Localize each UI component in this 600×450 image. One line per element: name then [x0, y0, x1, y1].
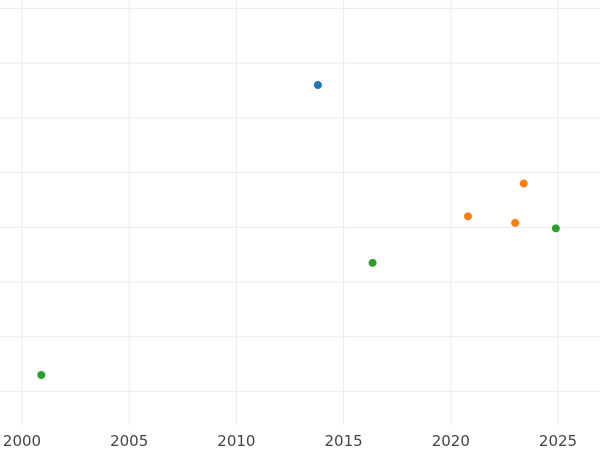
x-tick-label-2025: 2025 — [539, 432, 577, 450]
data-point-s2-2 — [551, 224, 560, 233]
data-point-s1-2 — [519, 179, 528, 188]
data-point-s1-0 — [463, 212, 472, 221]
x-tick-label-2005: 2005 — [110, 432, 148, 450]
data-point-s2-0 — [37, 371, 46, 379]
x-tick-label-2020: 2020 — [432, 432, 470, 450]
grid — [0, 0, 600, 425]
data-point-s2-1 — [368, 258, 377, 267]
x-tick-label-2010: 2010 — [217, 432, 255, 450]
x-tick-label-2000: 2000 — [3, 432, 41, 450]
data-point-s0-0 — [313, 81, 322, 89]
data-point-s1-1 — [511, 218, 520, 227]
data-points — [37, 81, 560, 379]
x-axis-tick-labels: 2000 2005 2010 2015 2020 2025 — [3, 432, 577, 450]
x-tick-label-2015: 2015 — [325, 432, 363, 450]
